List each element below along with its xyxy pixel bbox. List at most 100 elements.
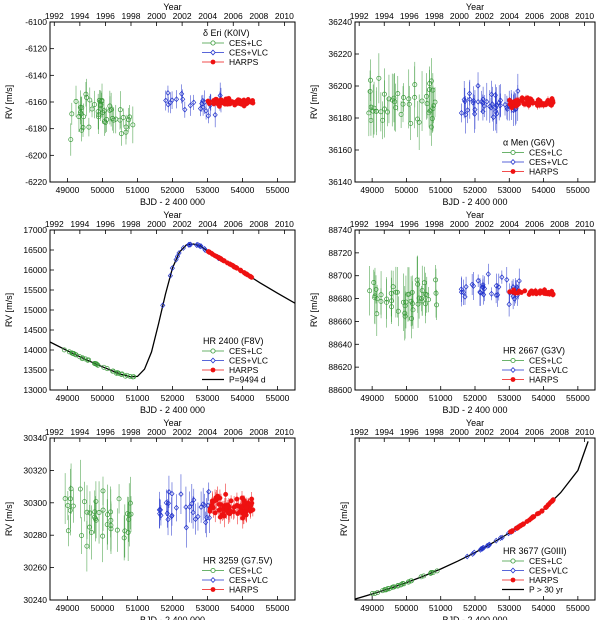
data-point: [111, 117, 117, 123]
legend-label: P=9494 d: [229, 375, 266, 385]
x2-tick-label: 1996: [96, 11, 115, 21]
x2-tick-label: 2004: [198, 427, 217, 437]
plot-area: [68, 78, 256, 156]
data-point: [506, 301, 512, 308]
data-point: [192, 516, 199, 523]
x2-tick-label: 1998: [122, 219, 141, 229]
legend-marker: [510, 567, 516, 574]
x2-tick-label: 1996: [96, 219, 115, 229]
data-point: [461, 96, 467, 103]
x-axis-label: BJD - 2 400 000: [442, 405, 507, 415]
data-point: [157, 506, 163, 513]
legend-marker: [510, 367, 516, 373]
x2-tick-label: 2004: [198, 11, 217, 21]
data-point: [180, 245, 186, 251]
data-point: [487, 541, 493, 548]
data-point: [61, 347, 67, 353]
data-point: [160, 302, 166, 309]
plot-frame: [354, 437, 596, 601]
x2-tick-label: 1994: [70, 219, 89, 229]
x-tick-label: 50000: [395, 603, 419, 613]
x-tick-label: 51000: [126, 393, 150, 403]
y-axis-label: RV [m/s]: [4, 85, 14, 119]
x-tick-label: 55000: [266, 393, 290, 403]
y-tick-label: 88680: [328, 294, 352, 304]
data-point: [386, 96, 392, 102]
data-point: [249, 496, 255, 502]
data-point: [247, 273, 253, 279]
legend-label: CES+VLC: [229, 356, 268, 366]
data-point: [422, 291, 428, 297]
legend-marker: [510, 377, 516, 382]
x2-tick-label: 2006: [525, 11, 544, 21]
data-point: [104, 366, 110, 372]
data-point: [166, 488, 172, 495]
data-point: [198, 504, 204, 511]
y-tick-label: 36200: [328, 81, 352, 91]
data-point: [415, 301, 421, 307]
y-tick-label: 30260: [23, 563, 47, 573]
data-point: [493, 537, 499, 544]
x2-tick-label: 2000: [147, 427, 166, 437]
data-point: [496, 284, 502, 290]
data-point: [370, 108, 376, 114]
data-point: [400, 581, 406, 586]
legend-label: CES+VLC: [529, 365, 568, 375]
data-point: [100, 533, 106, 539]
x-tick-label: 51000: [429, 185, 453, 195]
x2-tick-label: 1998: [122, 11, 141, 21]
data-point: [385, 109, 390, 115]
series-ces-lc: [369, 568, 440, 597]
x2-tick-label: 2002: [475, 11, 494, 21]
data-point: [207, 506, 213, 512]
data-point: [389, 304, 395, 310]
panel-5: 49000 50000 51000 52000 53000 54000 55000 1992 1…: [4, 418, 296, 620]
data-point: [186, 241, 193, 248]
plot-area: [367, 255, 556, 341]
x2-axis-label: Year: [466, 210, 484, 220]
data-point: [239, 495, 245, 501]
data-point: [471, 549, 477, 556]
data-point: [428, 78, 434, 84]
data-point: [549, 102, 555, 108]
data-point: [194, 242, 200, 249]
data-point: [543, 504, 549, 510]
x-tick-label: 53000: [497, 185, 521, 195]
x-axis-label: BJD - 2 400 000: [140, 197, 205, 207]
data-point: [83, 91, 89, 97]
data-point: [368, 77, 373, 83]
data-point: [497, 535, 503, 541]
data-point: [205, 98, 211, 104]
y-tick-label: -6220: [25, 177, 47, 187]
legend-label: HARPS: [229, 365, 259, 375]
y-tick-label: -6100: [25, 17, 47, 27]
series-harps: [507, 287, 556, 298]
x2-tick-label: 2002: [173, 11, 192, 21]
data-point: [108, 522, 114, 528]
data-point: [510, 293, 516, 300]
data-point: [169, 97, 175, 104]
data-point: [400, 299, 406, 305]
x-axis-label: BJD - 2 400 000: [442, 197, 507, 207]
data-point: [475, 277, 481, 284]
data-point: [481, 291, 487, 298]
data-point: [130, 374, 136, 380]
data-point: [497, 102, 503, 109]
data-point: [372, 293, 378, 299]
data-point: [115, 370, 121, 376]
plot-area: [62, 459, 256, 572]
data-point: [92, 516, 98, 522]
data-point: [79, 533, 85, 538]
data-point: [537, 288, 543, 294]
data-point: [220, 511, 226, 517]
x2-tick-label: 2006: [224, 11, 243, 21]
y-tick-label: 16500: [23, 245, 47, 255]
data-point: [198, 243, 204, 250]
x-tick-label: 49000: [360, 393, 384, 403]
y-tick-label: 14000: [23, 345, 47, 355]
x2-tick-label: 2010: [275, 11, 294, 21]
data-point: [116, 496, 122, 502]
x2-tick-label: 2002: [475, 219, 494, 229]
x2-tick-label: 1996: [400, 11, 419, 21]
